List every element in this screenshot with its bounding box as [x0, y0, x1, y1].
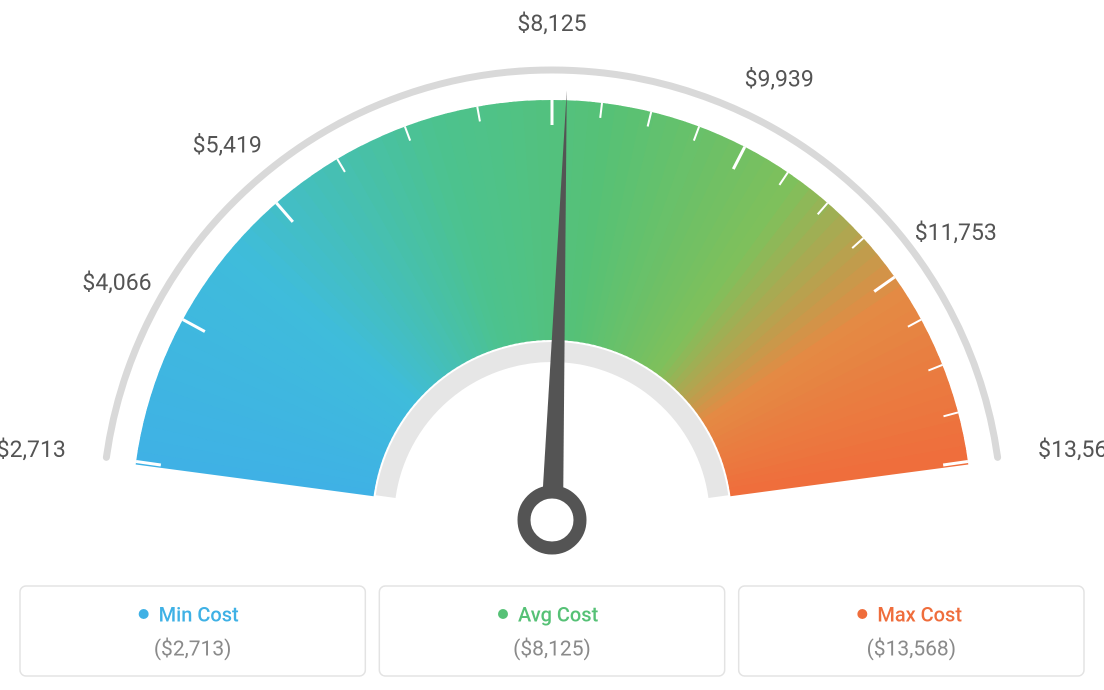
gauge-svg: $2,713 $4,066 $5,419 $8,125 $9,939 $11,753 $13… — [0, 0, 1104, 690]
legend-value-avg: ($8,125) — [513, 638, 591, 662]
legend-dot-avg — [498, 609, 508, 619]
legend-dot-max — [857, 609, 867, 619]
gauge-needle-hub — [524, 492, 580, 548]
legend-box-avg — [379, 586, 724, 676]
gauge-scale-label: $8,125 — [517, 10, 586, 37]
legend-label-min: Min Cost — [159, 602, 239, 626]
legend-label-avg: Avg Cost — [518, 602, 599, 626]
legend-value-min: ($2,713) — [154, 638, 232, 662]
legend-dot-min — [139, 609, 149, 619]
legend-box-min — [20, 586, 365, 676]
gauge-scale-label: $4,066 — [82, 269, 151, 296]
legend-value-max: ($13,568) — [867, 638, 956, 662]
legend-label-max: Max Cost — [877, 602, 962, 626]
gauge-scale-label: $13,568 — [1038, 436, 1104, 463]
gauge-scale-label: $11,753 — [915, 219, 997, 246]
cost-gauge-chart: $2,713 $4,066 $5,419 $8,125 $9,939 $11,753 $13… — [0, 0, 1104, 690]
legend-box-max — [739, 586, 1084, 676]
gauge-scale-label: $9,939 — [745, 65, 814, 92]
gauge-scale-label: $2,713 — [0, 436, 66, 463]
gauge-scale-label: $5,419 — [193, 131, 262, 158]
